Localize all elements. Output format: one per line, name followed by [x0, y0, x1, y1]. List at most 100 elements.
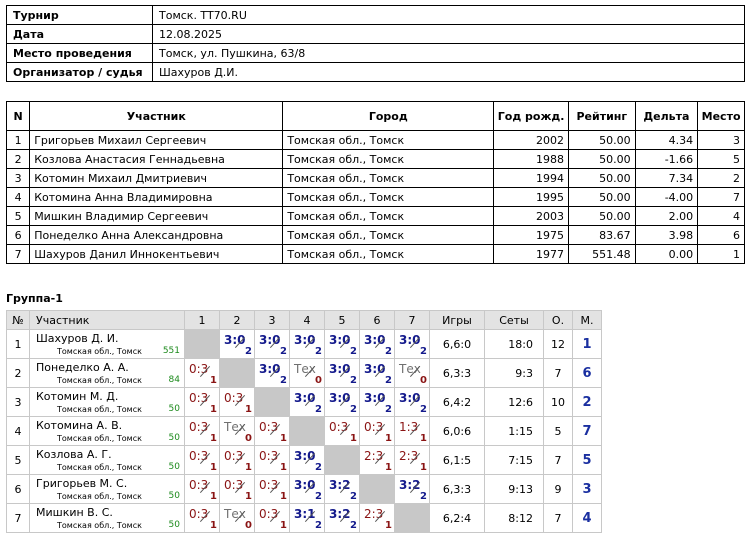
- diagonal-cell: [254, 387, 290, 417]
- match-score-text: Тех: [399, 362, 421, 376]
- participant-cell: 83.67: [567, 225, 636, 245]
- player-city: Томская обл., Томск: [57, 463, 142, 472]
- match-score-text: 3:0: [294, 478, 316, 492]
- group-header: 3: [254, 310, 290, 330]
- match-score: 2:3 1: [360, 446, 394, 474]
- diagonal-cell: [359, 474, 395, 504]
- match-result-cell: 0:3 1: [219, 474, 255, 504]
- match-score: 3:2 2: [325, 504, 359, 532]
- player-name: Понеделко А. А.: [36, 361, 129, 374]
- match-result-cell: 0:3 1: [184, 387, 220, 417]
- participant-cell: 2.00: [634, 206, 699, 226]
- match-points: 1: [385, 433, 392, 444]
- place-cell: 5: [572, 445, 602, 475]
- match-score: 3:0 2: [325, 359, 359, 387]
- group-player-cell: Мишкин В. С. Томская обл., Томск 50: [29, 503, 185, 533]
- player-name: Шахуров Д. И.: [36, 332, 119, 345]
- participant-cell: Томская обл., Томск: [282, 187, 495, 207]
- participant-cell: 5: [5, 206, 31, 226]
- tournament-info-table: Турнир Томск. TT70.RU Дата 12.08.2025 Место …: [6, 5, 745, 82]
- match-score-text: 3:0: [294, 391, 316, 405]
- match-result-cell: 3:1 2: [289, 503, 325, 533]
- participant-cell: 3: [697, 130, 745, 150]
- match-result-cell: 0:3 1: [219, 445, 255, 475]
- info-value: 12.08.2025: [152, 24, 745, 44]
- participants-header: Год рожд.: [493, 101, 569, 131]
- group-header: М.: [572, 310, 602, 330]
- match-score: 3:0 2: [290, 388, 324, 416]
- participant-row: 7 Шахуров Данил Иннокентьевич Томская обл.…: [5, 244, 745, 264]
- match-score: 0:3 1: [185, 417, 219, 445]
- participant-cell: 50.00: [567, 149, 636, 169]
- place-cell: 4: [572, 503, 602, 533]
- match-score: 3:0 2: [220, 330, 254, 358]
- match-score: Тех 0: [220, 504, 254, 532]
- match-result-cell: 2:3 1: [394, 445, 430, 475]
- match-result-cell: 3:0 2: [359, 329, 395, 359]
- match-score-text: 3:0: [224, 333, 246, 347]
- place-cell: 6: [572, 358, 602, 388]
- participant-row: 4 Котомина Анна Владимировна Томская обл.,…: [5, 187, 745, 207]
- match-points: 1: [350, 433, 357, 444]
- group-row: 4 Котомина А. В. Томская обл., Томск 50 0:3 1…: [6, 416, 602, 446]
- match-result-cell: 3:0 2: [359, 358, 395, 388]
- sets-cell: 7:15: [484, 445, 544, 475]
- match-score: 3:0 2: [255, 359, 289, 387]
- sets-cell: 9:3: [484, 358, 544, 388]
- match-points: 2: [280, 375, 287, 386]
- match-score-text: 3:2: [329, 507, 351, 521]
- match-points: 0: [315, 375, 322, 386]
- match-score: 3:0 2: [255, 330, 289, 358]
- participant-cell: 4: [697, 206, 745, 226]
- diagonal-cell: [394, 503, 430, 533]
- participant-cell: Котомина Анна Владимировна: [29, 187, 284, 207]
- info-row: Турнир Томск. TT70.RU: [6, 5, 745, 25]
- participant-cell: 551.48: [567, 244, 636, 264]
- participant-cell: 6: [697, 225, 745, 245]
- match-result-cell: 0:3 1: [254, 503, 290, 533]
- games-cell: 6,1:5: [429, 445, 485, 475]
- player-city: Томская обл., Томск: [57, 521, 142, 530]
- match-points: 2: [315, 404, 322, 415]
- points-cell: 10: [543, 387, 573, 417]
- match-score: 3:0 2: [290, 446, 324, 474]
- participant-cell: 7.34: [634, 168, 699, 188]
- player-city: Томская обл., Томск: [57, 347, 142, 356]
- participant-cell: 1995: [493, 187, 569, 207]
- participant-cell: 1: [5, 130, 31, 150]
- participant-cell: 4.34: [634, 130, 699, 150]
- match-result-cell: Тех 0: [219, 416, 255, 446]
- match-score: 2:3 1: [360, 504, 394, 532]
- match-score-text: 3:0: [329, 333, 351, 347]
- participant-cell: 1994: [493, 168, 569, 188]
- match-score-text: 3:0: [364, 391, 386, 405]
- match-result-cell: 3:0 2: [289, 474, 325, 504]
- group-row: 7 Мишкин В. С. Томская обл., Томск 50 0:3 1 Те…: [6, 503, 602, 533]
- participant-cell: 1977: [493, 244, 569, 264]
- match-points: 2: [315, 491, 322, 502]
- match-score: 1:3 1: [395, 417, 429, 445]
- player-city: Томская обл., Томск: [57, 376, 142, 385]
- group-header: 4: [289, 310, 325, 330]
- points-cell: 5: [543, 416, 573, 446]
- match-points: 1: [210, 433, 217, 444]
- match-points: 1: [245, 491, 252, 502]
- match-result-cell: Тех 0: [289, 358, 325, 388]
- points-cell: 7: [543, 445, 573, 475]
- group-header: Участник: [29, 310, 185, 330]
- match-result-cell: 3:0 2: [289, 445, 325, 475]
- info-row: Место проведения Томск, ул. Пушкина, 63/8: [6, 43, 745, 63]
- match-score-text: 3:1: [294, 507, 316, 521]
- games-cell: 6,3:3: [429, 358, 485, 388]
- match-score-text: 3:0: [259, 333, 281, 347]
- match-result-cell: 0:3 1: [184, 416, 220, 446]
- match-score: Тех 0: [220, 417, 254, 445]
- match-score: 0:3 1: [325, 417, 359, 445]
- participant-cell: Томская обл., Томск: [282, 244, 495, 264]
- match-score: 3:0 2: [360, 359, 394, 387]
- match-score: 0:3 1: [220, 446, 254, 474]
- sets-cell: 9:13: [484, 474, 544, 504]
- participant-cell: Томская обл., Томск: [282, 206, 495, 226]
- match-points: 2: [420, 404, 427, 415]
- participant-cell: Котомин Михаил Дмитриевич: [29, 168, 284, 188]
